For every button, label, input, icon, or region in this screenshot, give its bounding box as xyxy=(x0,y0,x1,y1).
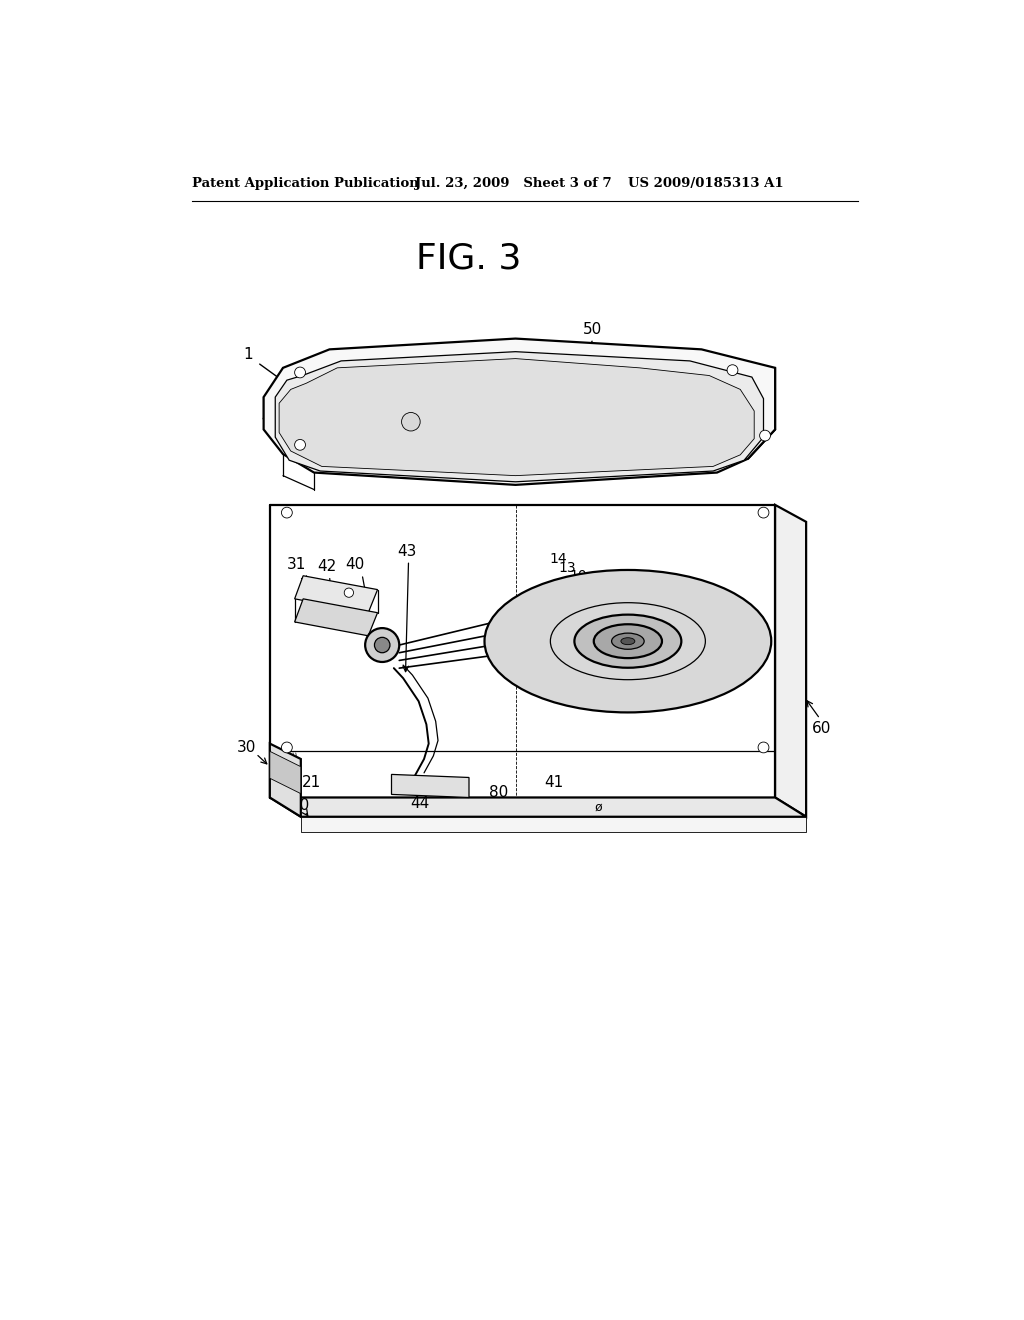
Polygon shape xyxy=(775,506,806,817)
Circle shape xyxy=(366,628,399,663)
Text: 21: 21 xyxy=(302,775,322,789)
Text: 41: 41 xyxy=(545,775,564,789)
Text: 42: 42 xyxy=(317,558,337,574)
Polygon shape xyxy=(295,576,378,612)
Ellipse shape xyxy=(484,570,771,713)
Circle shape xyxy=(295,440,305,450)
Text: 60: 60 xyxy=(812,721,831,735)
Circle shape xyxy=(282,507,292,517)
Text: 15: 15 xyxy=(579,577,597,590)
Polygon shape xyxy=(270,751,301,793)
Ellipse shape xyxy=(594,624,662,659)
Polygon shape xyxy=(280,359,755,475)
Text: 40: 40 xyxy=(345,557,365,573)
Text: ø: ø xyxy=(786,817,795,830)
Polygon shape xyxy=(270,797,806,817)
Polygon shape xyxy=(263,339,775,484)
Text: 11: 11 xyxy=(592,582,609,597)
Text: 50: 50 xyxy=(584,322,603,337)
Text: 31: 31 xyxy=(288,557,306,572)
Text: 1: 1 xyxy=(244,347,253,362)
Circle shape xyxy=(758,507,769,517)
Polygon shape xyxy=(275,351,764,482)
Text: FIG. 3: FIG. 3 xyxy=(417,242,521,276)
Circle shape xyxy=(375,638,390,653)
Text: Jul. 23, 2009   Sheet 3 of 7: Jul. 23, 2009 Sheet 3 of 7 xyxy=(415,177,611,190)
Polygon shape xyxy=(301,817,806,832)
Circle shape xyxy=(295,367,305,378)
Text: 80: 80 xyxy=(488,784,508,800)
Text: 20: 20 xyxy=(291,797,309,813)
Text: 30: 30 xyxy=(237,741,256,755)
Circle shape xyxy=(282,742,292,752)
Ellipse shape xyxy=(574,615,681,668)
Ellipse shape xyxy=(611,634,644,649)
Text: 10: 10 xyxy=(569,569,587,582)
Ellipse shape xyxy=(621,638,635,644)
Text: 14: 14 xyxy=(550,552,567,566)
Text: 44: 44 xyxy=(410,796,429,812)
Text: Patent Application Publication: Patent Application Publication xyxy=(191,177,418,190)
Text: 43: 43 xyxy=(397,544,417,558)
Polygon shape xyxy=(295,599,378,636)
Text: ø: ø xyxy=(595,801,602,814)
Circle shape xyxy=(401,412,420,430)
Text: 13: 13 xyxy=(558,561,575,576)
Circle shape xyxy=(344,589,353,598)
Circle shape xyxy=(760,430,770,441)
Polygon shape xyxy=(391,775,469,797)
Text: US 2009/0185313 A1: US 2009/0185313 A1 xyxy=(628,177,783,190)
Circle shape xyxy=(758,742,769,752)
Circle shape xyxy=(727,364,738,376)
Polygon shape xyxy=(270,743,301,817)
